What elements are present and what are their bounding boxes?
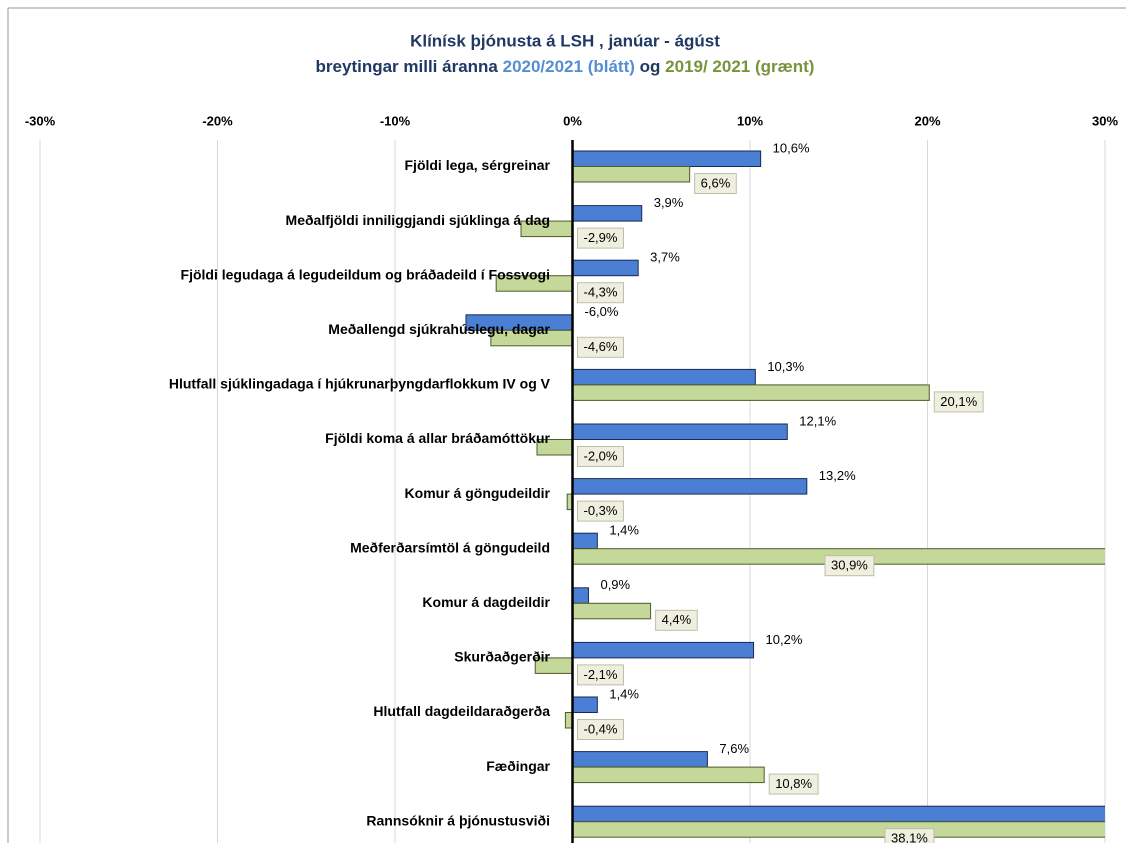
label-bg (577, 446, 624, 467)
category-label: Hlutfall sjúklingadaga í hjúkrunarþyngda… (169, 376, 551, 392)
bar (572, 805, 1105, 823)
category-label: Meðallengd sjúkrahúslegu, dagar (328, 321, 550, 337)
value-label: -0,3% (584, 503, 618, 518)
value-label-box: 38,1% (884, 828, 935, 843)
label-bg (768, 773, 819, 795)
value-label: 7,6% (719, 741, 749, 756)
value-label-box: -2,1% (577, 664, 624, 686)
label-bg (933, 391, 984, 413)
bar (572, 532, 598, 550)
value-label: 12,1% (799, 413, 836, 428)
value-label-box: 6,6% (694, 173, 737, 194)
value-label: 0,9% (600, 577, 630, 592)
bar (572, 696, 598, 713)
labels: -30% -20% -10% 0% 10% 20% 30% Fjöldi lega, sérg… (25, 113, 1118, 843)
category-label: Rannsóknir á þjónustusviði (366, 812, 550, 828)
bar (572, 821, 1105, 838)
chart-subtitle: breytingar milli áranna 2020/2021 (blátt… (316, 57, 815, 76)
label-bg (577, 500, 624, 522)
value-label: -0,4% (584, 721, 618, 736)
category-label: Meðalfjöldi inniliggjandi sjúklinga á da… (286, 212, 550, 228)
value-label-box: -2,9% (577, 227, 624, 249)
bars (465, 150, 1105, 838)
x-tick-label: 30% (1092, 113, 1118, 128)
label-bg (577, 336, 624, 358)
x-tick-label: 20% (914, 113, 940, 128)
category-label: Komur á göngudeildir (405, 485, 551, 501)
value-label-box: -4,6% (577, 336, 624, 358)
label-bg (824, 555, 875, 577)
value-label: 1,4% (609, 523, 639, 538)
bar (572, 478, 808, 495)
value-label-box: 10,8% (768, 773, 819, 795)
category-label: Fjöldi lega, sérgreinar (405, 157, 551, 173)
bar (572, 766, 765, 784)
x-tick-label: 0% (563, 113, 582, 128)
x-tick-label: -20% (202, 113, 233, 128)
value-label: -2,9% (584, 230, 618, 245)
x-tick-label: 10% (737, 113, 763, 128)
value-label: 10,6% (773, 140, 810, 155)
bar (572, 150, 762, 167)
bar (572, 587, 589, 604)
bar (572, 384, 930, 401)
value-label: 6,6% (701, 175, 731, 190)
label-bg (577, 227, 624, 249)
label-bg (577, 282, 624, 304)
category-label: Fjöldi legudaga á legudeildum og bráðade… (181, 266, 550, 282)
value-label: 30,9% (831, 558, 868, 573)
value-label-box: -2,0% (577, 446, 624, 467)
value-label: 38,1% (891, 831, 928, 843)
value-label-box: -0,4% (577, 719, 624, 740)
subtitle-prefix: breytingar milli áranna (316, 57, 499, 76)
label-bg (577, 719, 624, 740)
value-label: -4,6% (584, 339, 618, 354)
category-label: Fæðingar (486, 758, 550, 774)
category-label: Komur á dagdeildir (422, 594, 550, 610)
label-bg (884, 828, 935, 843)
bar (572, 423, 788, 440)
bar (572, 166, 691, 183)
value-label: -2,1% (584, 667, 618, 682)
subtitle-series: 2019/ 2021 (grænt) (665, 57, 814, 76)
value-label: -4,3% (584, 285, 618, 300)
subtitle-middle: og (640, 57, 661, 76)
bar (572, 205, 643, 222)
x-tick-label: -30% (25, 113, 56, 128)
label-bg (655, 609, 698, 631)
category-label: Meðferðarsímtöl á göngudeild (350, 539, 550, 555)
bar (572, 641, 755, 659)
value-label: 13,2% (819, 468, 856, 483)
chart-title: Klínísk þjónusta á LSH , janúar - ágúst (410, 31, 720, 50)
value-label: 10,3% (767, 359, 804, 374)
value-label-box: -0,3% (577, 500, 624, 522)
value-label: 1,4% (609, 686, 639, 701)
category-label: Hlutfall dagdeildaraðgerða (373, 703, 550, 719)
value-label-box: 30,9% (824, 555, 875, 577)
label-bg (694, 173, 737, 194)
value-label: 10,2% (766, 632, 803, 647)
value-label: 10,8% (775, 776, 812, 791)
value-label: -2,0% (584, 448, 618, 463)
bar (572, 602, 652, 620)
value-label-box: 20,1% (933, 391, 984, 413)
value-label: 20,1% (940, 394, 977, 409)
value-label: 3,7% (650, 250, 680, 265)
value-label: 3,9% (654, 195, 684, 210)
value-label: -6,0% (585, 304, 619, 319)
subtitle-series: 2020/2021 (blátt) (503, 57, 635, 76)
value-label-box: -4,3% (577, 282, 624, 304)
value-label-box: 4,4% (655, 609, 698, 631)
value-label: 4,4% (662, 612, 692, 627)
bar (572, 259, 639, 277)
bar (572, 751, 708, 768)
x-tick-label: -10% (380, 113, 411, 128)
bar (572, 368, 756, 386)
category-label: Fjöldi koma á allar bráðamóttökur (325, 430, 550, 446)
category-label: Skurðaðgerðir (454, 649, 550, 665)
label-bg (577, 664, 624, 686)
